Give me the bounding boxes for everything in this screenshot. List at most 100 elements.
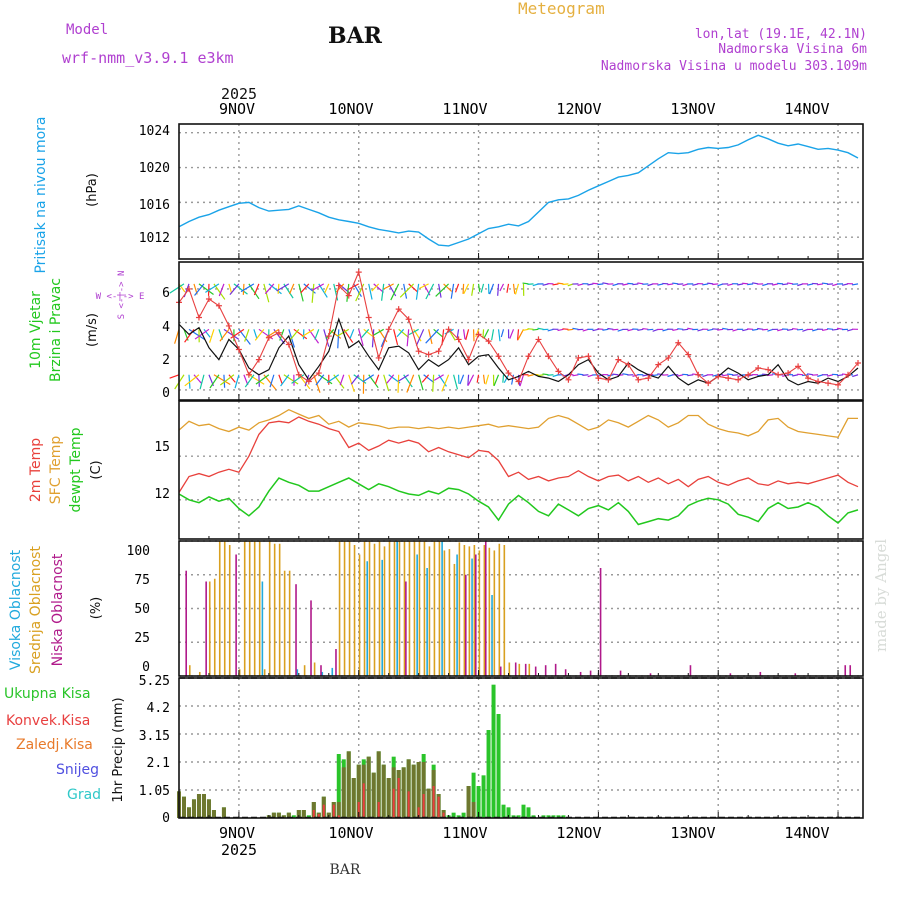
- wind-direction-arrow: [499, 283, 505, 292]
- wind-gust-marker: [785, 370, 792, 377]
- wind-direction-arrow: [547, 374, 554, 376]
- dewpoint-line: [178, 477, 859, 526]
- wind-direction-arrow: [415, 329, 425, 347]
- wind-direction-arrow: [193, 374, 202, 384]
- wind-direction-arrow: [712, 283, 719, 286]
- wind-compass-ns: S <-|-> N: [117, 271, 127, 320]
- wind-direction-arrow: [519, 374, 525, 387]
- precip-total-bar: [521, 804, 526, 818]
- precip-frozen-bar: [186, 807, 191, 818]
- wind-direction-arrow: [837, 374, 844, 377]
- wind-direction-arrow: [527, 283, 534, 285]
- wind-direction-arrow: [592, 328, 599, 332]
- wind-direction-arrow: [435, 283, 450, 297]
- wind-gust-marker: [295, 371, 302, 378]
- wind-gust-marker: [805, 375, 812, 382]
- precip-total-bar: [506, 807, 511, 818]
- wind-direction-arrow: [383, 374, 390, 392]
- wind-direction-arrow: [772, 283, 779, 286]
- wind-direction-arrow: [425, 283, 435, 300]
- precip-convective-bar: [422, 794, 425, 818]
- wind-direction-arrow: [218, 283, 225, 297]
- wind-direction-arrow: [324, 283, 330, 294]
- wind-gust-marker: [255, 356, 262, 363]
- wind-direction-arrow: [199, 374, 205, 390]
- precip-total-bar: [456, 815, 461, 818]
- panel-frame: [178, 540, 864, 677]
- wind-gust-marker: [795, 363, 802, 370]
- temp-legend-sfc: SFC Temp: [48, 436, 64, 505]
- wind-direction-arrow: [687, 374, 694, 377]
- wind-direction-arrow: [607, 327, 614, 330]
- wind-direction-arrow: [797, 373, 804, 376]
- wind-gust-marker: [325, 333, 332, 340]
- pressure-tick: 1024: [139, 124, 170, 139]
- wind-direction-arrow: [280, 374, 290, 387]
- precip-total-bar: [486, 730, 491, 818]
- wind-gust-marker: [615, 356, 622, 363]
- wind-direction-arrow: [612, 328, 619, 331]
- wind-gust-marker: [265, 334, 272, 341]
- wind-gust-marker: [725, 375, 732, 382]
- cloud-legend-low: Niska Oblacnost: [50, 553, 66, 666]
- wind-direction-arrow: [209, 374, 220, 389]
- wind-direction-arrow: [509, 329, 515, 339]
- wind-direction-arrow: [542, 373, 549, 376]
- precip-unit: 1hr Precip (mm): [111, 697, 126, 802]
- wind-direction-arrow: [248, 374, 265, 385]
- wind-direction-arrow: [425, 328, 440, 344]
- wind-gust-marker: [735, 376, 742, 383]
- wind-direction-arrow: [617, 374, 624, 377]
- wind-direction-arrow: [368, 283, 373, 300]
- precip-total-bar: [451, 812, 456, 818]
- wind-tick: 0: [162, 386, 170, 401]
- wind-direction-arrow: [827, 283, 834, 285]
- wind-direction-arrow: [467, 374, 470, 386]
- wind-direction-arrow: [373, 283, 384, 293]
- wind-direction-arrow: [234, 374, 240, 389]
- precip-tick: 3.15: [139, 729, 170, 744]
- wind-direction-arrow: [314, 329, 320, 340]
- wind-gust-marker: [415, 348, 422, 355]
- wind-direction-arrow: [219, 374, 235, 386]
- wind-gust-marker: [485, 338, 492, 345]
- temp-tick: 12: [154, 487, 170, 502]
- wind-direction-arrow: [471, 283, 475, 296]
- wind-gust-marker: [715, 373, 722, 380]
- precip-convective-bar: [332, 804, 335, 818]
- wind-direction-arrow: [398, 374, 409, 382]
- wind-gust-marker: [835, 381, 842, 388]
- watermark: made by Angel: [872, 539, 890, 652]
- wind-direction-arrow: [277, 283, 280, 294]
- wind-gust-marker: [315, 370, 322, 377]
- wind-tick: 2: [162, 353, 170, 368]
- temp-y-ticks: 12 15: [154, 440, 170, 502]
- wind-direction-arrow: [233, 283, 248, 295]
- precip-convective-bar: [437, 796, 440, 818]
- wind-direction-arrow: [582, 374, 589, 376]
- wind-direction-arrow: [677, 283, 684, 285]
- wind-direction-arrow: [485, 374, 490, 385]
- wind-direction-arrow: [381, 283, 385, 301]
- wind-direction-arrow: [667, 283, 674, 286]
- wind-direction-arrow: [288, 283, 295, 295]
- precip-frozen-bar: [471, 802, 476, 818]
- precip-panel: Ukupna Kisa Konvek.Kisa Zaledj.Kisa Snij…: [4, 674, 170, 826]
- wind-direction-arrow: [361, 328, 370, 339]
- wind-gust-marker: [655, 361, 662, 368]
- wind-gust-marker: [625, 361, 632, 368]
- wind-direction-arrow: [228, 374, 236, 383]
- wind-unit: (m/s): [85, 313, 100, 347]
- temp-2m-line: [178, 416, 859, 493]
- wind-gust-marker: [355, 269, 362, 276]
- wind-direction-arrow: [742, 328, 749, 332]
- wind-direction-arrow: [184, 374, 200, 387]
- bottom-day-label: 12NOV: [556, 824, 601, 842]
- precip-frozen-bar: [401, 767, 406, 818]
- precip-legend-frozen: Zaledj.Kisa: [16, 737, 93, 753]
- bottom-day-labels: 9NOV 10NOV 11NOV 12NOV 13NOV 14NOV: [219, 824, 830, 842]
- wind-gust-marker: [535, 336, 542, 343]
- wind-direction-arrow: [244, 329, 250, 342]
- wind-direction-arrow: [672, 282, 679, 285]
- precip-convective-bar: [322, 804, 325, 818]
